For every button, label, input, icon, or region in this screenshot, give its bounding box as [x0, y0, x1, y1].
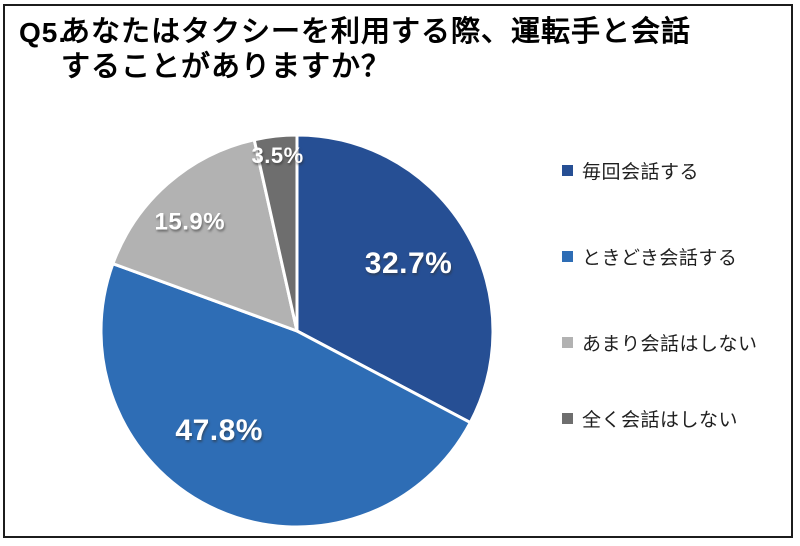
- legend-label-3: 全く会話はしない: [582, 409, 739, 431]
- question-text: あなたはタクシーを利用する際、運転手と会話 することがありますか？: [61, 15, 691, 85]
- question-title: Q5. あなたはタクシーを利用する際、運転手と会話 することがありますか？: [19, 15, 691, 85]
- pie-data-label-3: 3.5%: [252, 143, 304, 168]
- legend-item-1: ときどき会話する: [562, 244, 738, 269]
- legend-label-1: ときどき会話する: [582, 247, 738, 269]
- legend-item-0: 毎回会話する: [562, 158, 700, 183]
- question-line-1: あなたはタクシーを利用する際、運転手と会話: [61, 16, 692, 48]
- pie-slice-1: [99, 262, 472, 529]
- legend-item-2: あまり会話はしない: [562, 330, 758, 355]
- legend-swatch-1: [562, 250, 573, 262]
- pie-data-label-2: 15.9%: [155, 209, 226, 236]
- legend-item-3: 全く会話はしない: [562, 406, 739, 431]
- pie-slice-2: [111, 138, 299, 333]
- pie-slice-0: [295, 133, 495, 425]
- pie-data-label-1: 47.8%: [175, 414, 263, 447]
- legend-swatch-0: [562, 164, 573, 176]
- legend-label-0: 毎回会話する: [582, 161, 700, 183]
- pie-slice-3: [252, 133, 299, 333]
- legend-label-2: あまり会話はしない: [582, 333, 758, 355]
- legend-swatch-2: [562, 336, 573, 348]
- legend-swatch-3: [562, 412, 573, 424]
- pie-data-label-0: 32.7%: [365, 247, 453, 280]
- question-number: Q5.: [19, 17, 68, 48]
- question-line-2: することがありますか？: [61, 51, 392, 83]
